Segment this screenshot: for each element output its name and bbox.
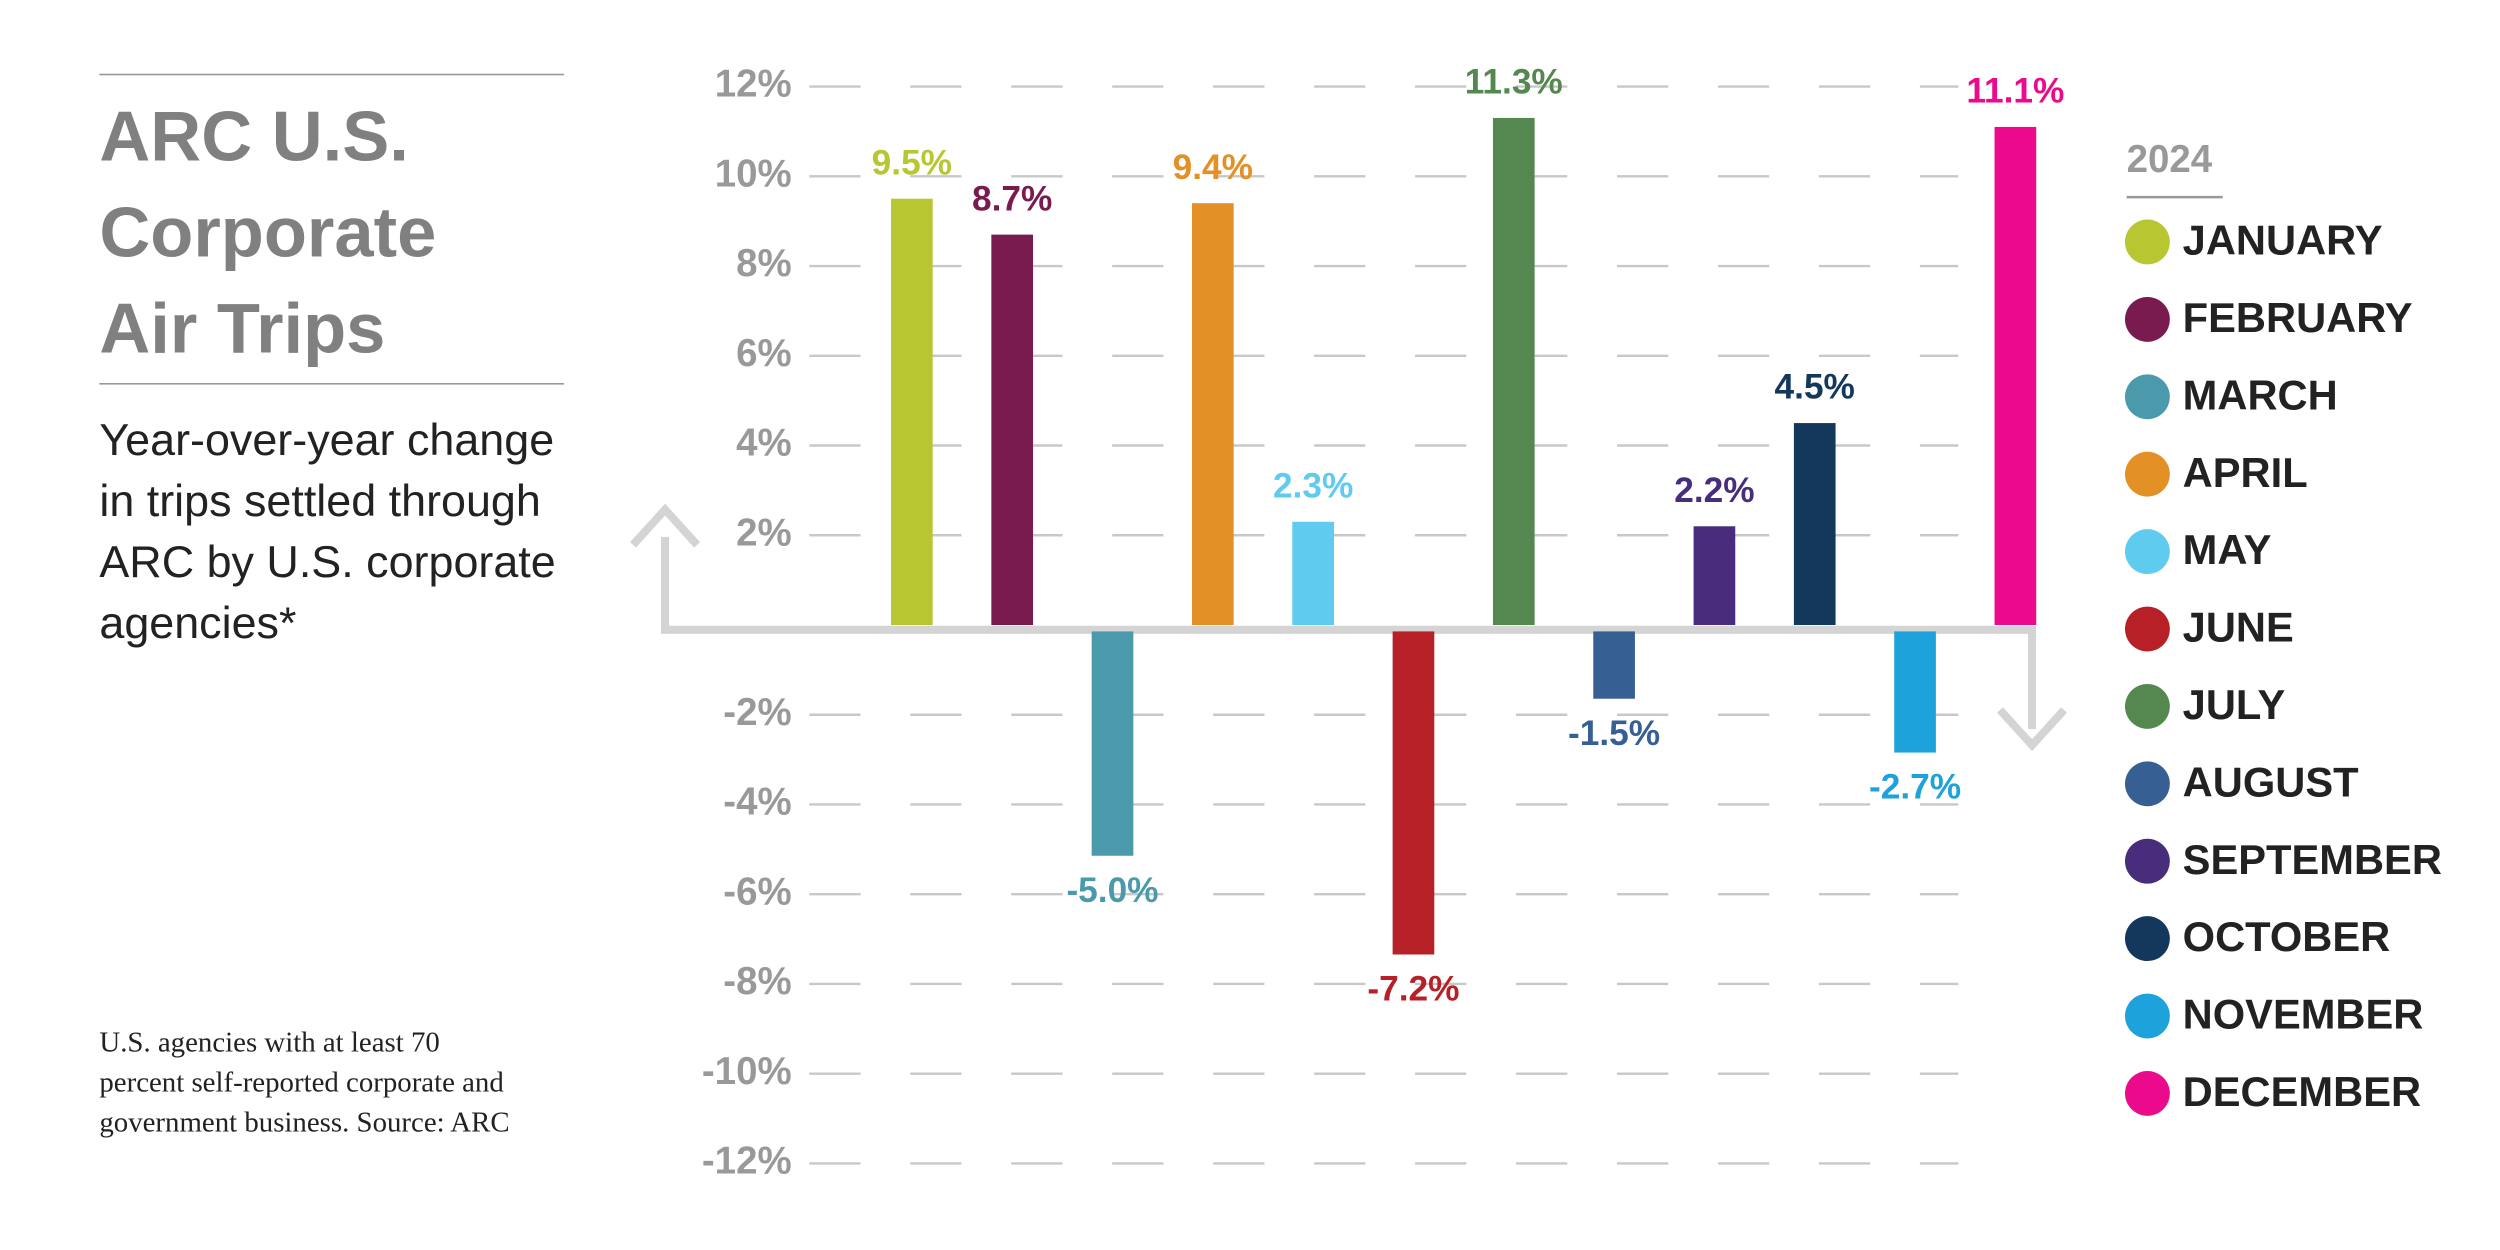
y-tick-label: 2% — [736, 511, 792, 554]
value-label: 4.5% — [1775, 368, 1855, 407]
value-label: 2.2% — [1674, 471, 1754, 510]
legend-swatch — [2124, 916, 2170, 962]
legend-label: JUNE — [2183, 604, 2294, 651]
legend-label: MARCH — [2183, 371, 2338, 418]
y-tick-label: -6% — [723, 870, 791, 913]
value-label: 11.3% — [1465, 63, 1563, 102]
legend-label: AUGUST — [2183, 758, 2359, 805]
legend-swatch — [2124, 761, 2170, 807]
legend-label: MAY — [2183, 526, 2272, 573]
bar — [1994, 126, 2037, 625]
y-tick-label: 12% — [715, 63, 792, 106]
legend-swatch — [2124, 451, 2170, 497]
bar — [1191, 203, 1234, 625]
legend-label: JULY — [2183, 681, 2286, 728]
y-tick-label: -8% — [723, 960, 791, 1003]
bar — [1292, 521, 1334, 625]
value-label: 9.5% — [872, 143, 952, 182]
legend-label: OCTOBER — [2183, 913, 2391, 960]
rule — [99, 73, 565, 76]
bar — [1392, 631, 1435, 955]
value-label: 8.7% — [972, 179, 1052, 218]
y-tick-label: 8% — [736, 242, 792, 285]
bar — [891, 198, 933, 625]
legend-swatch — [2124, 374, 2170, 420]
legend-swatch — [2124, 683, 2170, 729]
axis — [630, 503, 2068, 752]
bar — [1693, 526, 1736, 625]
legend-swatch — [2124, 296, 2170, 342]
legend-label: JANUARY — [2183, 217, 2383, 264]
bar — [1492, 117, 1535, 625]
legend-swatch — [2124, 606, 2170, 652]
value-label: -7.2% — [1367, 970, 1459, 1009]
legend-label: FEBRUARY — [2183, 294, 2413, 341]
arrow-down — [1997, 707, 2068, 752]
value-label: 2.3% — [1273, 466, 1353, 505]
arrow-up — [630, 503, 701, 548]
value-label: -2.7% — [1869, 768, 1961, 807]
legend-swatch — [2124, 1070, 2170, 1116]
bar — [1894, 631, 1936, 753]
subtitle: Year-over-year change in trips settled t… — [99, 415, 556, 648]
value-label: -5.0% — [1066, 871, 1158, 910]
y-tick-label: 4% — [736, 422, 792, 465]
bar — [1793, 423, 1836, 625]
y-tick-label: 6% — [736, 332, 792, 375]
note: U.S. agencies with at least 70 percent s… — [99, 1025, 510, 1138]
bar — [1091, 631, 1134, 856]
y-tick-label: -2% — [723, 691, 791, 734]
bar — [991, 234, 1034, 625]
legend-swatch — [2124, 838, 2170, 884]
bars: 9.5% JANUARY 8.7% FEBRUARY -5.0% MARCH 9.4% APR… — [872, 63, 2442, 1116]
axis-line — [661, 536, 2037, 730]
y-tick-label: -10% — [702, 1050, 792, 1093]
value-label: -1.5% — [1568, 714, 1660, 753]
y-tick-label: 10% — [715, 152, 792, 195]
y-tick-label: -4% — [723, 781, 791, 824]
bar — [1593, 631, 1635, 699]
legend-swatch — [2124, 993, 2170, 1039]
legend-label: SEPTEMBER — [2183, 836, 2442, 883]
value-label: 11.1% — [1966, 72, 2064, 111]
value-label: 9.4% — [1173, 148, 1253, 187]
legend-title: 2024 — [2127, 138, 2213, 181]
legend-swatch — [2124, 219, 2170, 265]
title: ARC U.S. Corporate Air Trips — [99, 97, 437, 369]
legend-swatch — [2124, 529, 2170, 575]
legend-label: DECEMBER — [2183, 1068, 2421, 1115]
legend-label: APRIL — [2183, 449, 2308, 496]
legend-label: NOVEMBER — [2183, 991, 2424, 1038]
rule — [99, 383, 565, 385]
y-tick-label: -12% — [702, 1140, 792, 1183]
